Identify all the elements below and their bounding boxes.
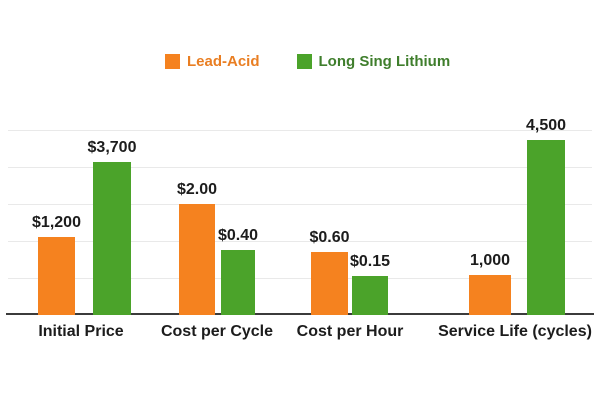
bar-lead-acid-initial-price [38,237,75,315]
chart-legend: Lead-Acid Long Sing Lithium [165,54,450,69]
bar-long-sing-lithium-cost-per-hour [352,276,388,315]
bar-long-sing-lithium-cost-per-cycle [221,250,255,315]
legend-label-lead-acid: Lead-Acid [187,53,260,70]
value-label-lead-acid-initial-price: $1,200 [32,214,81,231]
bar-lead-acid-cost-per-hour [311,252,348,315]
value-label-lead-acid-cost-per-cycle: $2.00 [176,181,218,198]
long-sing-lithium-swatch-icon [296,54,312,69]
gridline [8,130,592,131]
value-label-lead-acid-service-life-cycles: 1,000 [469,252,511,269]
x-axis-line [6,313,594,315]
legend-item-long-sing-lithium: Long Sing Lithium [296,53,451,70]
gridline [8,167,592,168]
gridline [8,204,592,205]
category-label-cost-per-hour: Cost per Hour [296,323,404,340]
legend-item-lead-acid: Lead-Acid [165,54,260,69]
category-label-service-life-cycles: Service Life (cycles) [438,323,592,340]
gridline [8,278,592,279]
bar-lead-acid-service-life-cycles [469,275,511,315]
value-label-long-sing-lithium-initial-price: $3,700 [87,139,137,156]
category-label-initial-price: Initial Price [38,323,124,340]
lead-acid-swatch-icon [165,54,180,69]
legend-label-long-sing-lithium: Long Sing Lithium [318,53,451,70]
value-label-long-sing-lithium-service-life-cycles: 4,500 [525,117,567,134]
value-label-lead-acid-cost-per-hour: $0.60 [309,229,350,246]
value-label-long-sing-lithium-cost-per-hour: $0.15 [349,253,391,270]
category-label-cost-per-cycle: Cost per Cycle [160,323,274,340]
gridline [8,241,592,242]
bar-lead-acid-cost-per-cycle [179,204,215,315]
bar-long-sing-lithium-service-life-cycles [527,140,565,315]
value-label-long-sing-lithium-cost-per-cycle: $0.40 [217,227,259,244]
bar-long-sing-lithium-initial-price [93,162,131,315]
